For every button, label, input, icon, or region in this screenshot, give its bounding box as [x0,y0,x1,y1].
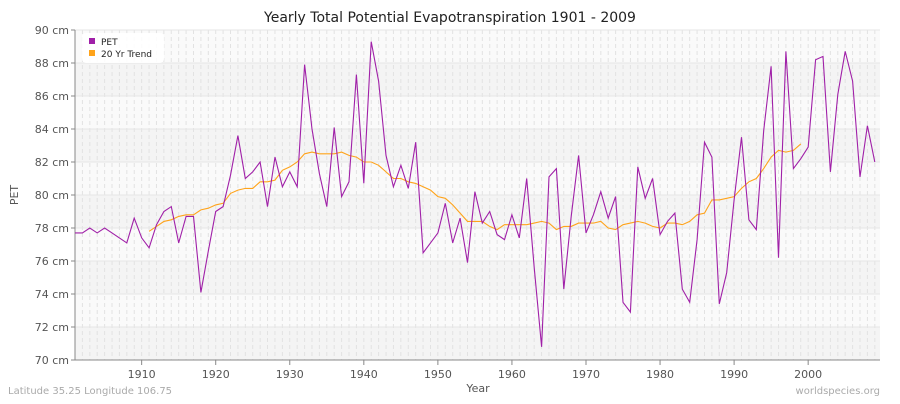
x-tick-label: 1940 [350,368,378,381]
x-axis-label: Year [465,382,490,395]
x-tick-label: 1930 [276,368,304,381]
chart-title: Yearly Total Potential Evapotranspiratio… [263,10,636,26]
y-tick-label: 74 cm [35,288,69,301]
grid-band [75,63,880,96]
location-label: Latitude 35.25 Longitude 106.75 [8,386,172,397]
x-tick-label: 1910 [128,368,156,381]
source-label: worldspecies.org [796,386,880,397]
grid-band [75,30,880,63]
x-tick-label: 1970 [572,368,600,381]
grid-band [75,129,880,162]
pet-series-line [75,41,876,347]
y-tick-label: 76 cm [35,255,69,268]
y-tick-label: 78 cm [35,222,69,235]
grid-band [75,96,880,129]
x-tick-label: 1960 [498,368,526,381]
y-tick-label: 72 cm [35,321,69,334]
legend-box [82,33,164,63]
y-tick-label: 86 cm [35,90,69,103]
grid-band [75,195,880,228]
x-tick-label: 1980 [646,368,674,381]
y-axis-label: PET [8,185,21,206]
legend-label-trend: 20 Yr Trend [101,50,152,60]
legend-label-pet: PET [101,38,118,48]
y-tick-label: 88 cm [35,57,69,70]
legend-swatch-pet [89,38,95,44]
x-tick-label: 1920 [202,368,230,381]
y-tick-label: 90 cm [35,24,69,37]
y-tick-label: 82 cm [35,156,69,169]
x-tick-label: 1990 [720,368,748,381]
y-tick-label: 70 cm [35,354,69,367]
grid-band [75,294,880,327]
y-tick-label: 84 cm [35,123,69,136]
y-tick-label: 80 cm [35,189,69,202]
x-tick-label: 1950 [424,368,452,381]
trend-series-line [148,143,802,232]
grid-band [75,261,880,294]
x-tick-label: 2000 [794,368,822,381]
legend-swatch-trend [89,50,95,56]
grid-band [75,327,880,360]
legend: PET 20 Yr Trend [82,33,164,63]
